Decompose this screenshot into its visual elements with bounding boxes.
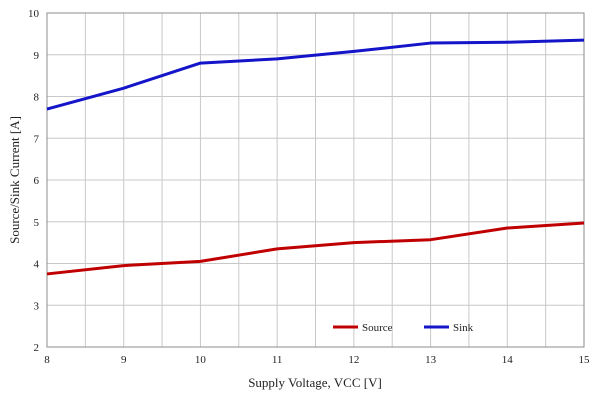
x-tick-label: 9 (121, 354, 127, 366)
y-axis-ticks: 2 3 4 5 6 7 8 9 10 (28, 8, 40, 354)
x-axis-ticks: 8 9 10 11 12 13 14 15 (44, 354, 590, 366)
series-layer (46, 38, 585, 276)
x-tick-label: 11 (272, 354, 283, 366)
y-axis-title: Source/Sink Current [A] (7, 116, 22, 244)
x-tick-label: 10 (195, 354, 207, 366)
y-tick-label: 9 (34, 50, 40, 62)
legend: Source Sink (333, 322, 474, 334)
series-line-sink (46, 38, 585, 111)
x-tick-label: 8 (44, 354, 50, 366)
plot-area (46, 12, 585, 348)
x-tick-label: 13 (425, 354, 437, 366)
y-tick-label: 5 (34, 217, 40, 229)
y-tick-label: 6 (34, 175, 40, 187)
y-tick-label: 8 (34, 92, 40, 104)
x-axis-title: Supply Voltage, VCC [V] (248, 375, 382, 390)
series-line-source (46, 221, 585, 276)
legend-label-source: Source (362, 322, 393, 334)
y-tick-label: 7 (34, 133, 40, 145)
x-tick-label: 12 (348, 354, 359, 366)
grid (47, 13, 584, 347)
x-tick-label: 15 (579, 354, 591, 366)
y-tick-label: 10 (28, 8, 40, 20)
y-tick-label: 3 (34, 300, 40, 312)
legend-label-sink: Sink (453, 322, 474, 334)
x-tick-label: 14 (502, 354, 514, 366)
y-tick-label: 2 (34, 342, 40, 354)
y-tick-label: 4 (34, 259, 40, 271)
